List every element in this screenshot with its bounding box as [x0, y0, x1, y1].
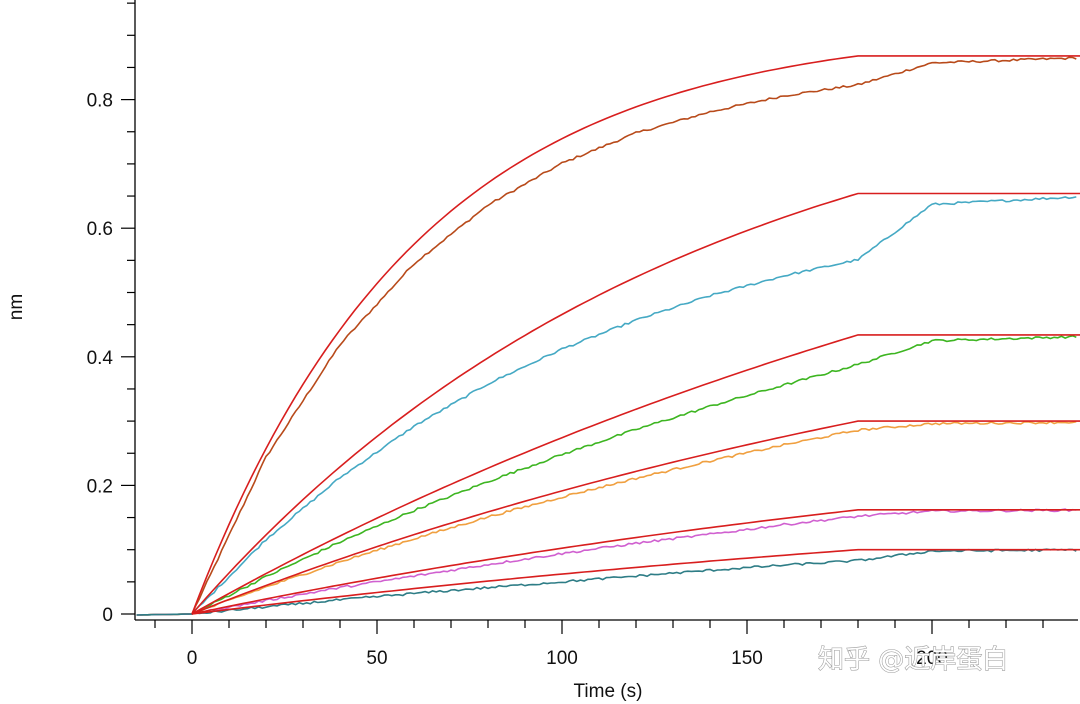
y-tick-label: 0.4: [87, 348, 114, 369]
fit-curve-5: [191, 509, 1080, 615]
measured-trace-3: [136, 334, 1077, 616]
x-tick-label: 50: [366, 648, 387, 669]
fit-curve-1: [191, 55, 1080, 615]
fit-layer: [191, 55, 1080, 615]
axes-layer: [134, 0, 1078, 621]
y-tick-label: 0.6: [87, 219, 113, 240]
fit-curve-6: [191, 548, 1080, 615]
y-axis-title: nm: [6, 294, 27, 320]
y-tick-label: 0.2: [87, 476, 113, 497]
watermark-text: 知乎 @近岸蛋白: [818, 645, 1008, 675]
x-tick-label: 100: [546, 648, 578, 669]
fit-curve-3: [191, 334, 1080, 615]
fit-curve-4: [191, 420, 1080, 615]
measured-trace-2: [136, 196, 1077, 616]
y-tick-label: 0.8: [87, 91, 113, 112]
x-tick-label: 200: [916, 648, 948, 669]
measured-trace-5: [136, 508, 1077, 616]
ticks-layer: 05010015020025030000.20.40.60.8: [87, 2, 1044, 669]
x-tick-label: 0: [187, 648, 198, 669]
x-tick-label: 150: [731, 648, 763, 669]
y-tick-label: 0: [102, 605, 113, 626]
measured-trace-4: [136, 420, 1077, 616]
x-axis-title: Time (s): [574, 681, 643, 702]
fit-curve-2: [191, 192, 1080, 615]
series-layer: [136, 56, 1077, 616]
measured-trace-1: [136, 56, 1077, 616]
measured-trace-6: [136, 548, 1077, 616]
